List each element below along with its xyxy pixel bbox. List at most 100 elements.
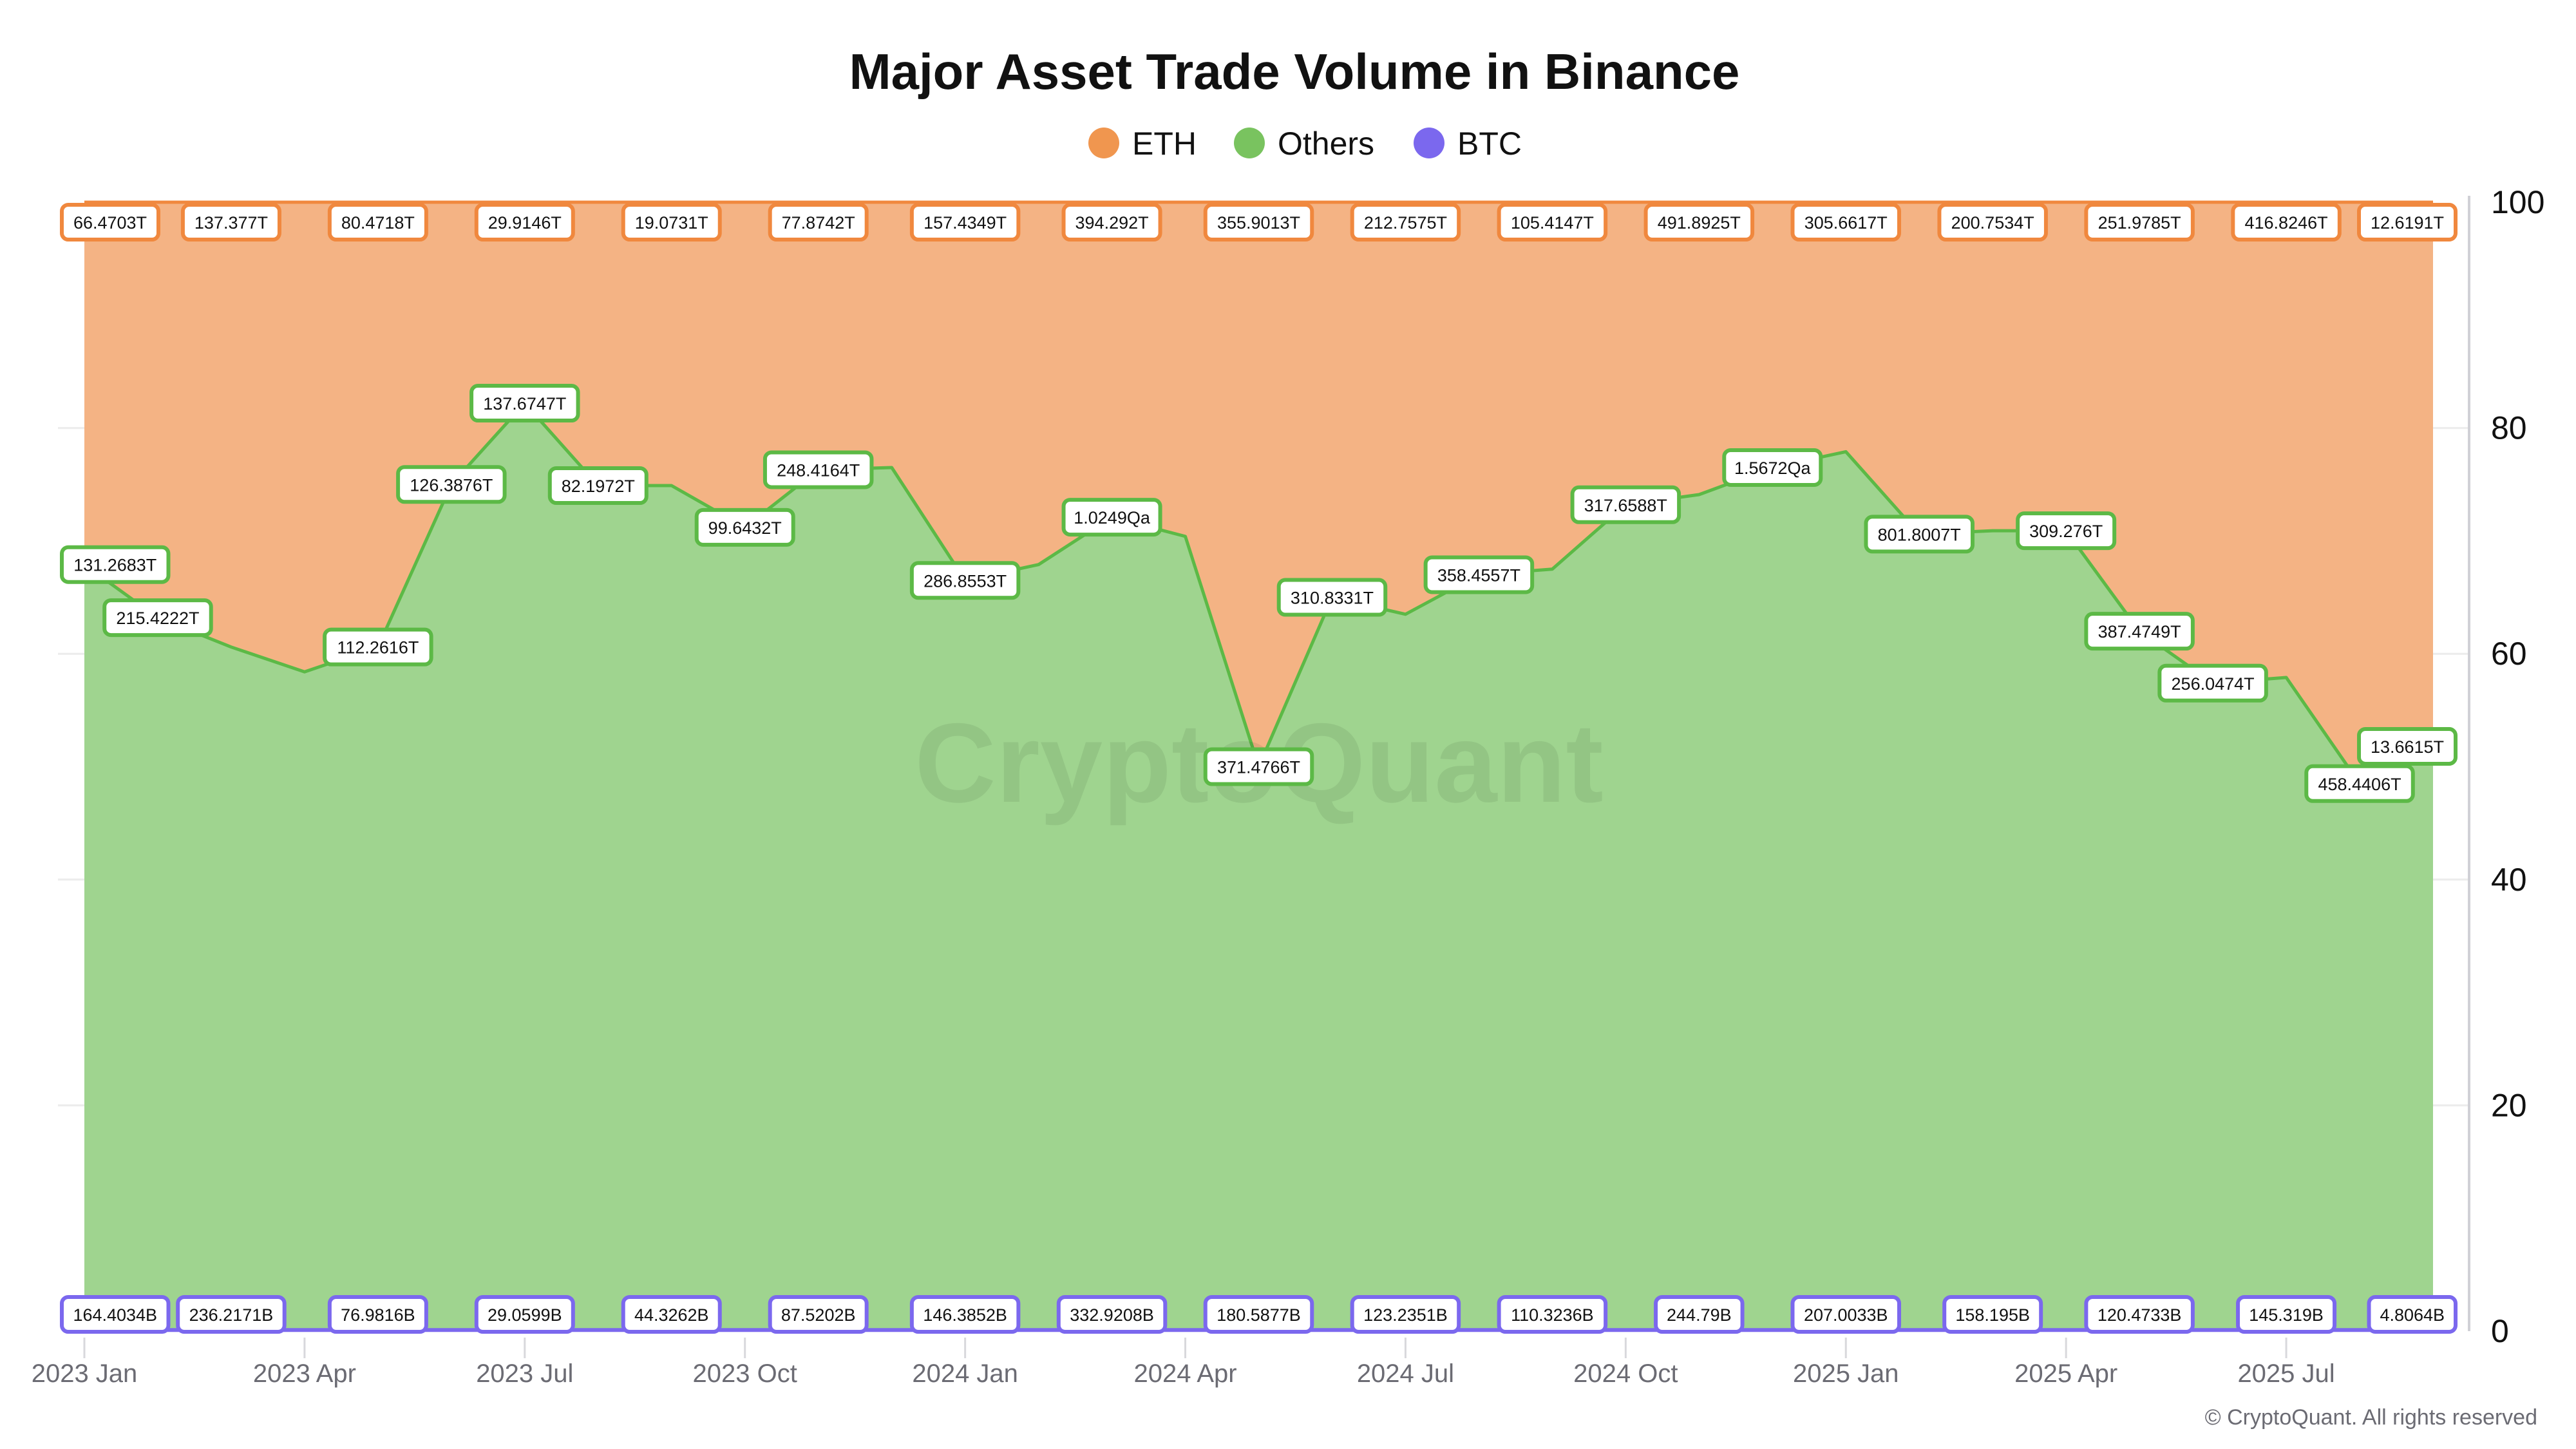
data-label-btc-text: 236.2171B (189, 1305, 274, 1325)
data-label-others-text: 82.1972T (562, 477, 635, 496)
data-label-others: 371.4766T (1203, 747, 1314, 786)
data-label-others-box (909, 561, 1021, 600)
data-label-eth-box (1790, 203, 1901, 242)
data-label-eth: 137.377T (180, 203, 281, 242)
data-label-others-box (1061, 498, 1162, 537)
data-label-btc-text: 145.319B (2249, 1305, 2324, 1325)
data-label-eth-text: 394.292T (1075, 213, 1149, 232)
data-label-btc-box (176, 1295, 287, 1334)
area-others (84, 403, 2433, 1332)
data-label-others-box (694, 507, 795, 547)
data-label-others-text: 137.6747T (483, 394, 566, 413)
data-label-others-text: 371.4766T (1217, 758, 1300, 777)
data-label-eth: 394.292T (1061, 203, 1162, 242)
data-label-eth-text: 105.4147T (1511, 213, 1594, 232)
data-label-eth-box (2231, 203, 2342, 242)
data-label-eth: 157.4349T (909, 203, 1021, 242)
data-label-eth: 66.4703T (60, 203, 160, 242)
data-label-btc-box (1350, 1295, 1461, 1334)
data-label-others: 112.2616T (323, 627, 433, 667)
data-label-others-text: 1.5672Qa (1734, 459, 1812, 478)
data-label-others: 309.276T (2016, 511, 2117, 551)
data-label-eth: 491.8925T (1643, 203, 1755, 242)
data-label-others-text: 256.0474T (2172, 674, 2255, 694)
legend: ETH Others BTC (1088, 126, 1522, 162)
data-label-btc-text: 4.8064B (2380, 1305, 2445, 1325)
data-label-others: 358.4557T (1423, 555, 1535, 594)
data-label-others-box (60, 545, 171, 584)
data-label-eth-text: 29.9146T (488, 213, 562, 232)
data-label-others-text: 99.6432T (708, 518, 782, 538)
x-tick-label: 2024 Jan (912, 1359, 1018, 1388)
data-label-others: 1.0249Qa (1061, 498, 1162, 537)
x-tick-label: 2023 Oct (693, 1359, 797, 1388)
data-label-others: 215.4222T (102, 598, 213, 638)
data-label-eth-text: 137.377T (194, 213, 268, 232)
data-label-btc: 145.319B (2236, 1295, 2337, 1334)
data-label-btc: 4.8064B (2367, 1295, 2458, 1334)
data-label-others-box (2304, 764, 2415, 803)
data-label-btc-text: 146.3852B (923, 1305, 1007, 1325)
y-tick-label: 80 (2491, 410, 2527, 446)
data-label-others: 458.4406T (2304, 764, 2415, 803)
data-label-others: 82.1972T (547, 466, 649, 506)
data-label-btc-text: 44.3262B (634, 1305, 709, 1325)
data-label-eth-text: 66.4703T (73, 213, 147, 232)
data-label-eth: 80.4718T (327, 203, 428, 242)
data-label-btc-text: 123.2351B (1363, 1305, 1448, 1325)
data-label-btc: 110.3236B (1497, 1295, 1608, 1334)
data-label-eth-text: 12.6191T (2371, 213, 2444, 232)
data-label-others-box (1570, 485, 1681, 524)
data-label-others-text: 126.3876T (410, 475, 493, 495)
data-label-others-text: 13.6615T (2371, 737, 2444, 757)
data-label-others-box (547, 466, 649, 506)
data-label-others-text: 215.4222T (116, 609, 199, 628)
data-label-eth: 12.6191T (2357, 203, 2458, 242)
data-label-btc-text: 120.4733B (2098, 1305, 2182, 1325)
data-labels: 66.4703T 137.377T 80.4718T 29.9146T 19.0731T… (60, 203, 2458, 1334)
data-label-eth-text: 19.0731T (635, 213, 708, 232)
data-label-btc-text: 87.5202B (781, 1305, 856, 1325)
data-label-others-text: 317.6588T (1584, 496, 1667, 515)
data-label-others-box (2016, 511, 2117, 551)
data-label-eth-box (474, 203, 575, 242)
data-label-others-text: 112.2616T (337, 638, 419, 658)
data-label-others-box (1276, 578, 1388, 617)
data-label-others-box (1864, 515, 1975, 554)
data-label-eth-box (327, 203, 428, 242)
data-label-eth: 212.7575T (1350, 203, 1461, 242)
data-label-others-text: 387.4749T (2098, 622, 2181, 641)
legend-item-eth: ETH (1088, 126, 1197, 162)
x-tick-label: 2024 Jul (1357, 1359, 1454, 1388)
data-label-others-box (1203, 747, 1314, 786)
data-label-others-box (2084, 612, 2195, 651)
data-label-others-box (469, 384, 580, 423)
data-label-others-text: 310.8331T (1291, 589, 1374, 608)
data-label-btc-box (474, 1295, 575, 1334)
x-tick-label: 2023 Apr (253, 1359, 356, 1388)
data-label-btc-text: 76.9816B (341, 1305, 415, 1325)
data-label-others-box (102, 598, 213, 638)
data-label-btc-text: 207.0033B (1804, 1305, 1888, 1325)
chart-title: Major Asset Trade Volume in Binance (849, 43, 1740, 100)
data-label-eth-box (60, 203, 160, 242)
data-label-eth-box (2084, 203, 2195, 242)
x-tick-label: 2024 Oct (1573, 1359, 1678, 1388)
y-tick-label: 20 (2491, 1087, 2527, 1123)
data-label-btc-box (60, 1295, 171, 1334)
data-label-eth-box (1203, 203, 1314, 242)
data-label-others: 256.0474T (2157, 663, 2268, 703)
data-label-others-box (1423, 555, 1535, 594)
data-label-btc-text: 180.5877B (1217, 1305, 1301, 1325)
data-label-others-text: 309.276T (2029, 522, 2103, 541)
data-label-eth-box (621, 203, 722, 242)
data-label-btc: 164.4034B (60, 1295, 171, 1334)
data-label-others-box (762, 450, 874, 489)
legend-item-btc: BTC (1414, 126, 1522, 162)
data-label-btc-box (1056, 1295, 1168, 1334)
data-label-btc-box (1790, 1295, 1901, 1334)
data-label-eth-text: 157.4349T (923, 213, 1007, 232)
x-tick-label: 2023 Jul (476, 1359, 573, 1388)
data-label-btc: 332.9208B (1056, 1295, 1168, 1334)
data-label-others-box (2157, 663, 2268, 703)
